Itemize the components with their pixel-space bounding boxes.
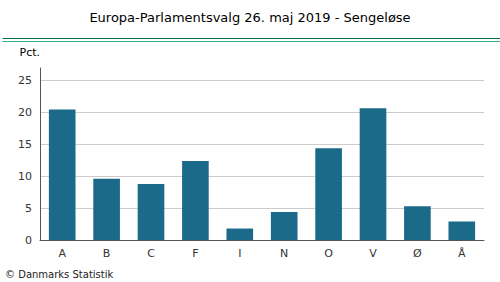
svg-text:O: O (324, 247, 333, 260)
svg-text:© Danmarks Statistik: © Danmarks Statistik (5, 269, 114, 280)
svg-text:B: B (103, 247, 111, 260)
svg-text:N: N (280, 247, 288, 260)
svg-text:A: A (58, 247, 66, 260)
svg-text:F: F (192, 247, 198, 260)
svg-text:I: I (238, 247, 241, 260)
svg-text:0: 0 (25, 234, 32, 247)
svg-text:10: 10 (18, 170, 32, 183)
svg-text:Ø: Ø (413, 247, 422, 260)
svg-text:25: 25 (18, 74, 32, 87)
svg-text:Europa-Parlamentsvalg 26. maj: Europa-Parlamentsvalg 26. maj 2019 - Sen… (89, 10, 410, 25)
svg-text:20: 20 (18, 106, 32, 119)
svg-text:Å: Å (458, 247, 466, 260)
svg-text:Pct.: Pct. (20, 46, 41, 59)
svg-text:15: 15 (18, 138, 32, 151)
svg-text:C: C (147, 247, 155, 260)
svg-text:5: 5 (25, 202, 32, 215)
svg-text:V: V (369, 247, 377, 260)
